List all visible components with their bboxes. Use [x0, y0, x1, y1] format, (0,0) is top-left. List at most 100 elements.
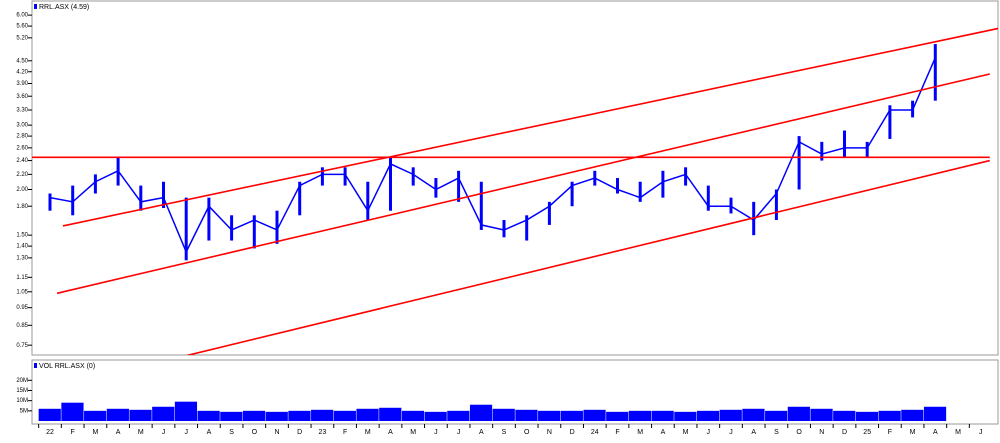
- x-tick-label: M: [92, 429, 98, 436]
- x-tick-label: M: [410, 429, 416, 436]
- volume-bar: [129, 409, 152, 421]
- x-tick-label: J: [162, 429, 166, 436]
- volume-bar: [242, 410, 266, 421]
- volume-bar: [742, 408, 765, 421]
- x-tick-label: N: [819, 429, 824, 436]
- volume-bar: [61, 402, 84, 421]
- x-tick-label: M: [138, 429, 144, 436]
- volume-bar: [220, 411, 243, 421]
- y-tick-label: 0.95: [16, 305, 28, 311]
- x-tick-label: A: [661, 429, 666, 436]
- x-tick-label: J: [434, 429, 438, 436]
- x-tick-label: 23: [319, 429, 327, 436]
- volume-bar: [469, 404, 493, 421]
- x-tick-label: J: [457, 429, 461, 436]
- volume-bar: [152, 406, 175, 421]
- x-tick-label: F: [343, 429, 347, 436]
- x-tick-label: F: [615, 429, 619, 436]
- volume-bar: [696, 410, 720, 421]
- x-tick-label: A: [751, 429, 756, 436]
- x-tick-label: 25: [863, 429, 871, 436]
- x-tick-label: M: [683, 429, 689, 436]
- y-tick-label: 0.85: [16, 323, 28, 329]
- volume-bar: [492, 408, 515, 421]
- y-tick-label: 1.30: [16, 255, 28, 261]
- y-tick-label: 2.60: [16, 145, 28, 151]
- y-tick-label: 0.75: [16, 343, 28, 349]
- y-tick-label: 20M: [16, 378, 28, 384]
- x-tick-label: J: [707, 429, 711, 436]
- volume-bar: [401, 410, 425, 421]
- volume-bar: [174, 401, 198, 421]
- volume-bar: [515, 409, 538, 421]
- volume-bar: [810, 408, 833, 421]
- x-tick-label: N: [547, 429, 552, 436]
- x-tick-label: D: [297, 429, 302, 436]
- volume-bar: [356, 408, 379, 421]
- volume-bar: [833, 410, 856, 421]
- volume-bar: [606, 411, 629, 421]
- x-tick-label: A: [479, 429, 484, 436]
- y-tick-label: 1.05: [16, 289, 28, 295]
- x-tick-label: D: [842, 429, 847, 436]
- volume-bar: [379, 407, 402, 421]
- volume-bar: [333, 410, 356, 421]
- volume-bar: [424, 411, 447, 421]
- x-tick-label: 24: [591, 429, 599, 436]
- volume-bar: [878, 410, 901, 421]
- volume-bar: [265, 411, 288, 421]
- volume-legend: VOL RRL.ASX (0): [39, 363, 95, 370]
- volume-bar: [923, 406, 947, 421]
- y-tick-label: 3.60: [16, 94, 28, 100]
- x-tick-label: A: [207, 429, 212, 436]
- volume-bar: [560, 410, 583, 421]
- y-tick-label: 5.60: [16, 24, 28, 30]
- y-tick-label: 6.00: [16, 13, 28, 19]
- trendline: [56, 73, 990, 295]
- volume-bar: [674, 411, 697, 421]
- y-tick-label: 5.20: [16, 35, 28, 41]
- price-line: [49, 57, 936, 254]
- y-tick-label: 5M: [20, 408, 28, 414]
- legend-swatch: [34, 4, 37, 9]
- trendline: [62, 27, 998, 227]
- y-tick-label: 3.30: [16, 108, 28, 114]
- x-tick-label: O: [524, 429, 530, 436]
- volume-bar: [538, 410, 561, 421]
- volume-bar: [288, 410, 311, 421]
- price-panel: [31, 0, 999, 356]
- x-tick-label: S: [774, 429, 779, 436]
- x-tick-label: M: [365, 429, 371, 436]
- volume-bar: [628, 410, 652, 421]
- x-tick-label: S: [229, 429, 234, 436]
- x-tick-label: N: [274, 429, 279, 436]
- x-tick-label: M: [637, 429, 643, 436]
- legend-swatch: [34, 363, 37, 368]
- y-tick-label: 1.15: [16, 275, 28, 281]
- x-tick-label: F: [71, 429, 75, 436]
- y-tick-label: 3.90: [16, 81, 28, 87]
- x-tick-label: A: [933, 429, 938, 436]
- y-tick-label: 15M: [16, 388, 28, 394]
- x-tick-label: A: [116, 429, 121, 436]
- volume-bar: [719, 409, 742, 421]
- volume-bar: [38, 408, 61, 421]
- x-tick-label: J: [979, 429, 983, 436]
- y-tick-label: 1.40: [16, 244, 28, 250]
- x-tick-label: A: [388, 429, 393, 436]
- x-tick-label: F: [888, 429, 892, 436]
- y-tick-label: 2.20: [16, 172, 28, 178]
- x-tick-label: S: [502, 429, 507, 436]
- volume-bar: [855, 411, 879, 421]
- y-tick-label: 1.50: [16, 233, 28, 239]
- x-tick-label: 22: [46, 429, 54, 436]
- legend: RRL.ASX (4.59): [39, 4, 89, 11]
- y-tick-label: 10M: [16, 398, 28, 404]
- volume-bar: [311, 409, 334, 421]
- volume-bar: [787, 406, 810, 421]
- volume-bar: [901, 409, 924, 421]
- y-tick-label: 3.00: [16, 123, 28, 129]
- x-tick-label: O: [796, 429, 802, 436]
